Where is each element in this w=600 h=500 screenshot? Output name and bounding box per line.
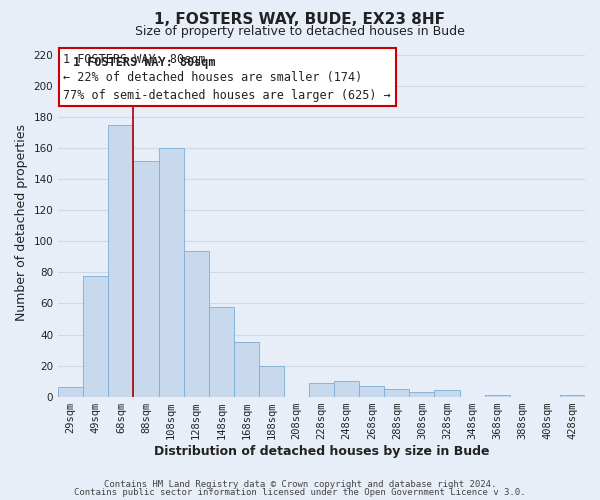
Bar [385, 389, 409, 396]
Bar [409, 392, 434, 396]
Bar [58, 388, 83, 396]
Text: Contains public sector information licensed under the Open Government Licence v : Contains public sector information licen… [74, 488, 526, 497]
Text: 1 FOSTERS WAY: 80sqm
← 22% of detached houses are smaller (174)
77% of semi-deta: 1 FOSTERS WAY: 80sqm ← 22% of detached h… [64, 52, 391, 102]
Text: Contains HM Land Registry data © Crown copyright and database right 2024.: Contains HM Land Registry data © Crown c… [104, 480, 496, 489]
Bar [359, 386, 385, 396]
Bar [485, 395, 510, 396]
Text: Size of property relative to detached houses in Bude: Size of property relative to detached ho… [135, 25, 465, 38]
Bar [209, 306, 234, 396]
Bar [560, 395, 585, 396]
Bar [158, 148, 184, 396]
Bar [109, 125, 133, 396]
Bar [133, 161, 158, 396]
Bar [334, 381, 359, 396]
Bar [259, 366, 284, 396]
Bar [434, 390, 460, 396]
X-axis label: Distribution of detached houses by size in Bude: Distribution of detached houses by size … [154, 444, 490, 458]
Bar [83, 276, 109, 396]
Bar [234, 342, 259, 396]
Bar [184, 250, 209, 396]
Text: 1, FOSTERS WAY, BUDE, EX23 8HF: 1, FOSTERS WAY, BUDE, EX23 8HF [155, 12, 445, 28]
Bar [309, 382, 334, 396]
Text: 1 FOSTERS WAY: 80sqm: 1 FOSTERS WAY: 80sqm [73, 56, 215, 69]
Y-axis label: Number of detached properties: Number of detached properties [15, 124, 28, 320]
